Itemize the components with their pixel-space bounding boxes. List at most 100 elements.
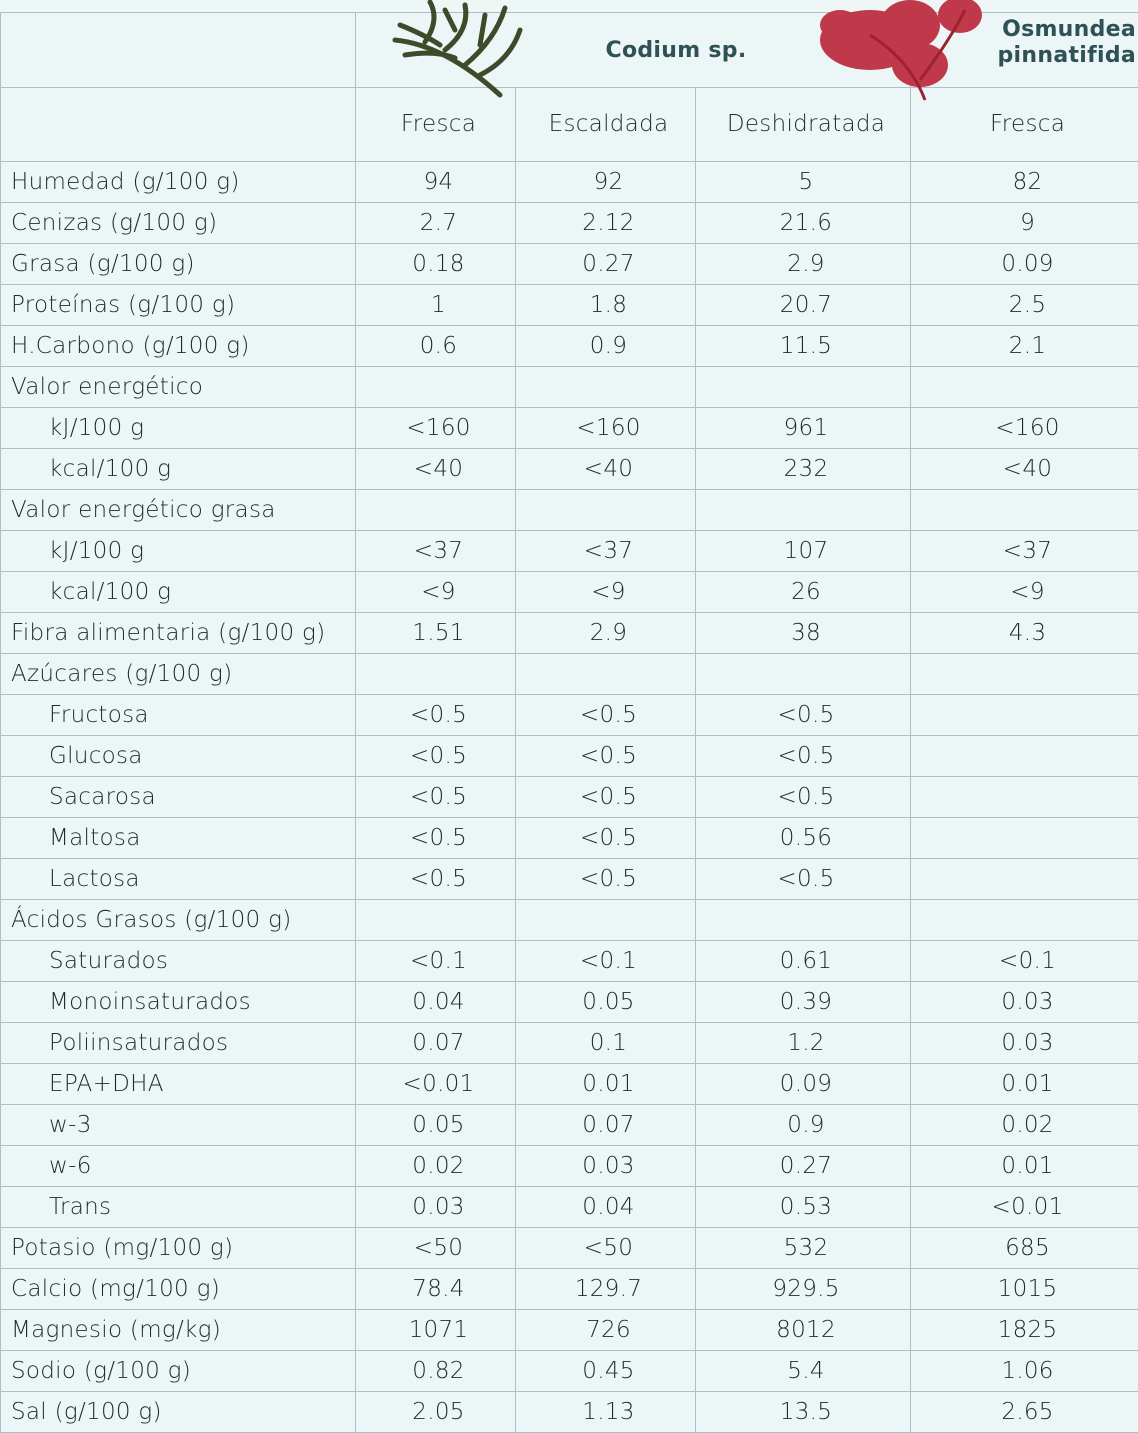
value-cell: <160 bbox=[911, 408, 1138, 449]
value-cell: 8012 bbox=[696, 1310, 911, 1351]
sub-row: Sacarosa<0.5<0.5<0.5 bbox=[1, 777, 1138, 818]
value-cell: 21.6 bbox=[696, 203, 911, 244]
value-cell bbox=[516, 654, 696, 695]
value-cell: 94 bbox=[356, 162, 516, 203]
value-cell bbox=[911, 695, 1138, 736]
column-header: Fresca bbox=[356, 88, 516, 162]
row-label: Sacarosa bbox=[1, 777, 356, 818]
value-cell: 0.01 bbox=[911, 1064, 1138, 1105]
value-cell: 1071 bbox=[356, 1310, 516, 1351]
value-cell: <40 bbox=[911, 449, 1138, 490]
value-cell: <0.5 bbox=[516, 818, 696, 859]
row-label: Monoinsaturados bbox=[1, 982, 356, 1023]
row-label: Trans bbox=[1, 1187, 356, 1228]
value-cell: <50 bbox=[516, 1228, 696, 1269]
value-cell: 0.9 bbox=[696, 1105, 911, 1146]
value-cell bbox=[516, 367, 696, 408]
row-label: kcal/100 g bbox=[1, 572, 356, 613]
value-cell: <0.1 bbox=[516, 941, 696, 982]
row-label: Poliinsaturados bbox=[1, 1023, 356, 1064]
value-cell: <160 bbox=[516, 408, 696, 449]
value-cell: 1.06 bbox=[911, 1351, 1138, 1392]
species-row: Codium sp. Osmundea pinnatifida bbox=[1, 13, 1138, 88]
value-cell: 0.07 bbox=[516, 1105, 696, 1146]
row-label: Maltosa bbox=[1, 818, 356, 859]
value-cell: 232 bbox=[696, 449, 911, 490]
value-cell: 1015 bbox=[911, 1269, 1138, 1310]
value-cell: 107 bbox=[696, 531, 911, 572]
empty-cell bbox=[1, 13, 356, 88]
value-cell: 0.05 bbox=[516, 982, 696, 1023]
value-cell: <37 bbox=[911, 531, 1138, 572]
value-cell: 0.18 bbox=[356, 244, 516, 285]
value-cell bbox=[356, 654, 516, 695]
page: Codium sp. Osmundea pinnatifida FrescaEs… bbox=[0, 0, 1138, 1418]
row-label: Magnesio (mg/kg) bbox=[1, 1310, 356, 1351]
value-cell: <37 bbox=[516, 531, 696, 572]
value-cell: 0.02 bbox=[911, 1105, 1138, 1146]
value-cell: 2.9 bbox=[696, 244, 911, 285]
value-cell: 9 bbox=[911, 203, 1138, 244]
value-cell: <0.5 bbox=[696, 777, 911, 818]
value-cell: 4.3 bbox=[911, 613, 1138, 654]
row-label: kJ/100 g bbox=[1, 531, 356, 572]
value-cell: <0.5 bbox=[696, 695, 911, 736]
value-cell bbox=[911, 367, 1138, 408]
value-cell: 961 bbox=[696, 408, 911, 449]
value-cell: 0.05 bbox=[356, 1105, 516, 1146]
value-cell: 0.9 bbox=[516, 326, 696, 367]
empty-cell bbox=[1, 88, 356, 162]
value-cell: 2.65 bbox=[911, 1392, 1138, 1433]
row-label: Fructosa bbox=[1, 695, 356, 736]
value-cell: 0.03 bbox=[911, 982, 1138, 1023]
value-cell: 2.12 bbox=[516, 203, 696, 244]
row-label: Potasio (mg/100 g) bbox=[1, 1228, 356, 1269]
value-cell: 1.8 bbox=[516, 285, 696, 326]
value-cell bbox=[516, 490, 696, 531]
value-cell: <50 bbox=[356, 1228, 516, 1269]
value-cell: 26 bbox=[696, 572, 911, 613]
sub-row: Glucosa<0.5<0.5<0.5 bbox=[1, 736, 1138, 777]
row-label: Sal (g/100 g) bbox=[1, 1392, 356, 1433]
row: Ácidos Grasos (g/100 g) bbox=[1, 900, 1138, 941]
row-label: H.Carbono (g/100 g) bbox=[1, 326, 356, 367]
value-cell bbox=[696, 900, 911, 941]
value-cell: 0.03 bbox=[356, 1187, 516, 1228]
value-cell bbox=[911, 818, 1138, 859]
value-cell: 92 bbox=[516, 162, 696, 203]
value-cell bbox=[356, 367, 516, 408]
value-cell: 0.53 bbox=[696, 1187, 911, 1228]
row-label: w-3 bbox=[1, 1105, 356, 1146]
value-cell: 0.01 bbox=[911, 1146, 1138, 1187]
row-label: Grasa (g/100 g) bbox=[1, 244, 356, 285]
species-name: Codium sp. bbox=[356, 13, 911, 88]
row-label: Azúcares (g/100 g) bbox=[1, 654, 356, 695]
row-label: Sodio (g/100 g) bbox=[1, 1351, 356, 1392]
value-cell: 5 bbox=[696, 162, 911, 203]
column-header: Escaldada bbox=[516, 88, 696, 162]
row-label: kJ/100 g bbox=[1, 408, 356, 449]
value-cell bbox=[911, 490, 1138, 531]
value-cell: <0.5 bbox=[356, 818, 516, 859]
value-cell: 0.03 bbox=[911, 1023, 1138, 1064]
row: Valor energético bbox=[1, 367, 1138, 408]
value-cell: 11.5 bbox=[696, 326, 911, 367]
value-cell: <0.1 bbox=[911, 941, 1138, 982]
value-cell: 532 bbox=[696, 1228, 911, 1269]
value-cell bbox=[356, 490, 516, 531]
value-cell: 1.51 bbox=[356, 613, 516, 654]
value-cell: 0.56 bbox=[696, 818, 911, 859]
value-cell: 0.6 bbox=[356, 326, 516, 367]
value-cell: 0.27 bbox=[696, 1146, 911, 1187]
